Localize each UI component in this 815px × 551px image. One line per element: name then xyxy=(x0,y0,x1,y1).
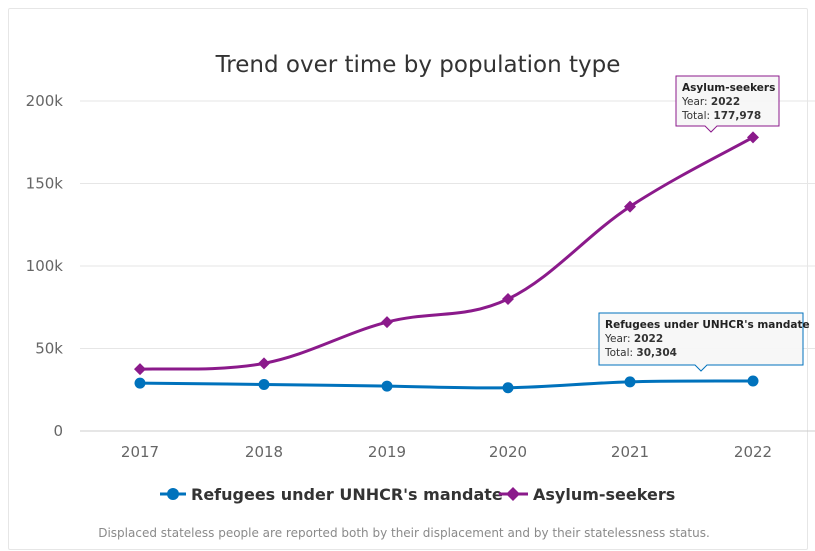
tooltip-box xyxy=(675,75,780,133)
legend-label-asylum-seekers: Asylum-seekers xyxy=(533,485,675,504)
data-point-refugees[interactable] xyxy=(134,377,146,389)
tooltip-year: Year: 2022 xyxy=(681,96,740,108)
tooltip-total: Total: 177,978 xyxy=(681,110,761,122)
tooltip-title: Asylum-seekers xyxy=(682,82,775,94)
y-tick-label: 0 xyxy=(53,422,63,440)
data-point-asylum-seekers[interactable] xyxy=(624,200,636,213)
chart-title: Trend over time by population type xyxy=(215,52,621,78)
legend: Refugees under UNHCR's mandate Asylum-se… xyxy=(160,485,675,504)
data-point-asylum-seekers[interactable] xyxy=(381,316,393,329)
y-axis-ticks: 0 50k 100k 150k 200k xyxy=(26,92,64,440)
chart-card xyxy=(8,8,808,550)
data-point-asylum-seekers[interactable] xyxy=(134,363,146,376)
x-tick-label: 2018 xyxy=(245,443,283,461)
data-point-refugees[interactable] xyxy=(624,376,636,388)
tooltip-layer: Asylum-seekers Year: 2022 Total: 177,978 Re… xyxy=(598,75,810,372)
series-line-asylum-seekers xyxy=(139,136,754,371)
y-tick-label: 200k xyxy=(26,92,64,110)
legend-label-refugees: Refugees under UNHCR's mandate xyxy=(191,485,503,504)
data-point-asylum-seekers[interactable] xyxy=(747,131,759,144)
tooltip-title: Refugees under UNHCR's mandate xyxy=(605,319,810,331)
y-tick-label: 100k xyxy=(26,257,64,275)
tooltip-total: Total: 30,304 xyxy=(604,347,677,359)
legend-marker-diamond-icon xyxy=(506,487,520,501)
data-point-refugees[interactable] xyxy=(502,382,514,394)
legend-item-refugees[interactable]: Refugees under UNHCR's mandate xyxy=(160,485,503,504)
tooltip-year: Year: 2022 xyxy=(604,333,663,345)
data-point-refugees[interactable] xyxy=(381,380,393,392)
legend-marker-circle-icon xyxy=(167,488,179,500)
tooltip-refugees: Refugees under UNHCR's mandate Year: 2022… xyxy=(598,312,810,372)
y-tick-label: 50k xyxy=(35,340,63,358)
x-tick-label: 2021 xyxy=(611,443,649,461)
series-line-refugees xyxy=(139,379,754,390)
data-point-asylum-seekers[interactable] xyxy=(502,293,514,305)
tooltip-box xyxy=(598,312,804,372)
series-layer xyxy=(134,131,759,394)
x-axis-ticks: 2017 2018 2019 2020 2021 2022 xyxy=(121,443,772,461)
data-point-asylum-seekers[interactable] xyxy=(258,357,270,370)
data-point-refugees[interactable] xyxy=(258,378,270,390)
x-tick-label: 2019 xyxy=(368,443,406,461)
footnote: Displaced stateless people are reported … xyxy=(98,526,710,540)
x-tick-label: 2020 xyxy=(489,443,527,461)
legend-item-asylum-seekers[interactable]: Asylum-seekers xyxy=(499,485,675,504)
data-point-refugees[interactable] xyxy=(747,375,759,387)
x-tick-label: 2022 xyxy=(734,443,772,461)
tooltip-asylum-seekers: Asylum-seekers Year: 2022 Total: 177,978 xyxy=(675,75,780,133)
y-tick-label: 150k xyxy=(26,175,64,193)
x-tick-label: 2017 xyxy=(121,443,159,461)
